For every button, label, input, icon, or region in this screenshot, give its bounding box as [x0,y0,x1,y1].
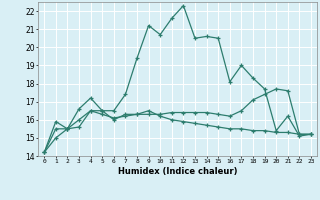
X-axis label: Humidex (Indice chaleur): Humidex (Indice chaleur) [118,167,237,176]
